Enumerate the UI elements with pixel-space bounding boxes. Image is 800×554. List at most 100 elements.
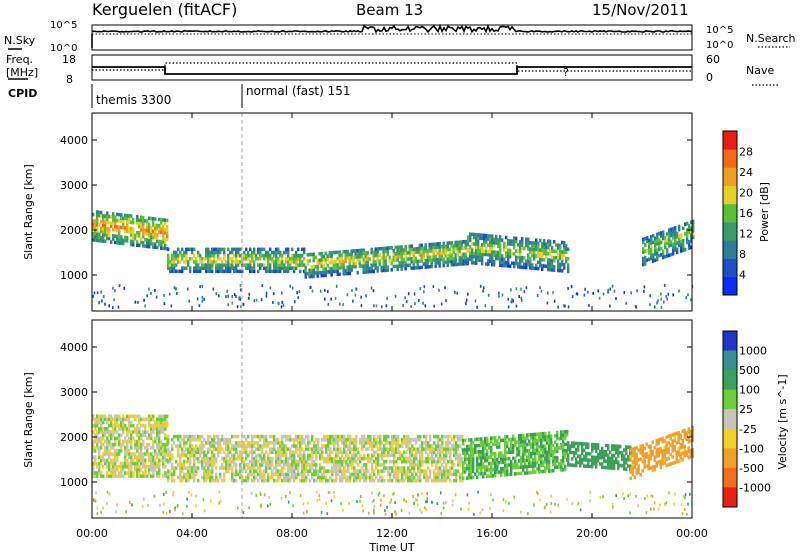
velocity-echo-cell-1675 [397,478,400,483]
velocity-echo-cell-376 [146,474,149,478]
velocity-echo-cell-2463 [560,430,563,434]
velocity-echo-cell-2364 [538,432,541,436]
power-echo-cell-1134 [475,239,478,243]
velocity-echo-cell-542 [169,453,172,458]
velocity-echo-cell-1938 [447,450,450,454]
velocity-echo-cell-2244 [514,459,517,463]
velocity-echo-cell-1608 [383,459,386,464]
velocity-echo-cell-114 [108,461,111,466]
velocity-echo-cell-2320 [530,445,533,450]
power-echo-cell-245 [162,237,165,241]
power-echo-cell-234 [158,224,161,228]
power-colorbar-segment-0 [723,276,737,296]
velocity-echo-cell-2385 [542,431,545,436]
velocity-echo-cell-1527 [365,437,368,442]
velocity-echo-cell-2838 [683,428,686,433]
velocity-echo-cell-1198 [301,441,304,445]
velocity-echo-cell-1083 [281,447,284,451]
velocity-echo-cell-337 [140,474,143,478]
velocity-echo-cell-1453 [351,459,354,464]
velocity-echo-cell-479 [160,430,163,434]
power-echo-cell-246 [162,233,165,238]
power-echo-cell-482 [249,269,252,274]
velocity-echo-cell-1879 [437,466,440,470]
power-scatter-cell-167 [113,298,115,302]
velocity-echo-cell-2316 [530,464,533,468]
power-echo-cell-1115 [471,257,474,262]
velocity-echo-cell-1427 [347,478,350,483]
freq-right-tick-bottom: 0 [706,71,713,84]
velocity-echo-cell-2683 [633,453,636,457]
velocity-echo-cell-379 [146,449,149,453]
power-echo-cell-811 [368,266,371,271]
velocity-echo-cell-1045 [275,466,278,470]
power-echo-cell-1575 [680,236,683,241]
power-echo-cell-1190 [489,234,492,238]
power-echo-cell-574 [281,257,284,261]
power-echo-cell-1577 [682,248,685,253]
velocity-echo-cell-2737 [653,464,656,469]
power-echo-cell-632 [304,275,307,279]
velocity-echo-cell-223 [124,471,127,475]
velocity-echo-cell-904 [247,478,250,483]
power-echo-cell-196 [148,232,151,236]
velocity-echo-cell-562 [175,444,178,448]
power-scatter-cell-157 [260,298,263,302]
velocity-echo-cell-236 [126,471,129,475]
velocity-echo-cell-2842 [685,434,688,438]
velocity-echo-cell-2382 [542,444,545,449]
velocity-echo-cell-929 [251,444,254,448]
velocity-echo-cell-2560 [591,442,594,447]
velocity-echo-cell-718 [207,463,210,467]
velocity-echo-cell-2837 [683,432,686,436]
velocity-echo-cell-1172 [297,453,300,458]
power-echo-cell-1519 [662,230,665,234]
velocity-echo-cell-210 [120,417,123,422]
velocity-echo-cell-1706 [403,472,406,477]
velocity-echo-cell-1992 [459,478,462,483]
velocity-echo-cell-317 [136,427,139,431]
power-echo-cell-629 [303,257,306,261]
velocity-echo-cell-123 [108,417,111,422]
power-echo-cell-735 [342,265,345,270]
velocity-echo-cell-1015 [269,475,272,480]
velocity-echo-cell-2124 [486,458,489,463]
power-echo-cell-627 [303,269,306,274]
power-echo-cell-1313 [527,247,530,251]
power-echo-cell-356 [205,266,208,270]
power-scatter-cell-9 [520,298,523,302]
velocity-echo-cell-277 [130,436,133,441]
power-scatter-cell-21 [346,293,349,297]
velocity-echo-cell-1002 [265,441,268,445]
power-scatter-cell-142 [201,295,204,299]
velocity-echo-cell-576 [179,466,182,470]
velocity-echo-cell-1277 [317,441,320,445]
velocity-echo-cell-2770 [663,451,666,456]
velocity-echo-cell-1554 [371,444,374,448]
power-echo-cell-45 [102,214,105,218]
velocity-scatter-cell-179 [440,491,442,495]
power-echo-cell-688 [324,251,327,256]
power-echo-cell-130 [128,220,131,224]
velocity-scatter-cell-14 [635,494,637,498]
velocity-echo-cell-371 [144,433,147,437]
power-echo-cell-424 [227,266,230,270]
power-scatter-cell-15 [570,285,573,289]
power-echo-cell-278 [171,263,174,267]
velocity-echo-cell-1017 [269,463,272,467]
power-echo-cell-652 [312,268,315,272]
power-echo-cell-526 [265,250,268,255]
velocity-echo-cell-2534 [583,464,586,468]
power-echo-cell-1152 [479,233,482,237]
velocity-echo-cell-2082 [478,472,481,476]
velocity-echo-cell-1207 [303,459,306,464]
power-echo-cell-516 [261,247,264,252]
power-echo-cell-457 [237,253,240,258]
velocity-echo-cell-469 [158,423,161,428]
power-echo-cell-700 [330,266,333,271]
power-echo-cell-147 [132,217,135,222]
power-echo-cell-280 [171,257,174,261]
power-echo-cell-1223 [499,254,502,258]
velocity-echo-cell-2709 [643,465,646,469]
power-echo-cell-1523 [664,239,667,243]
